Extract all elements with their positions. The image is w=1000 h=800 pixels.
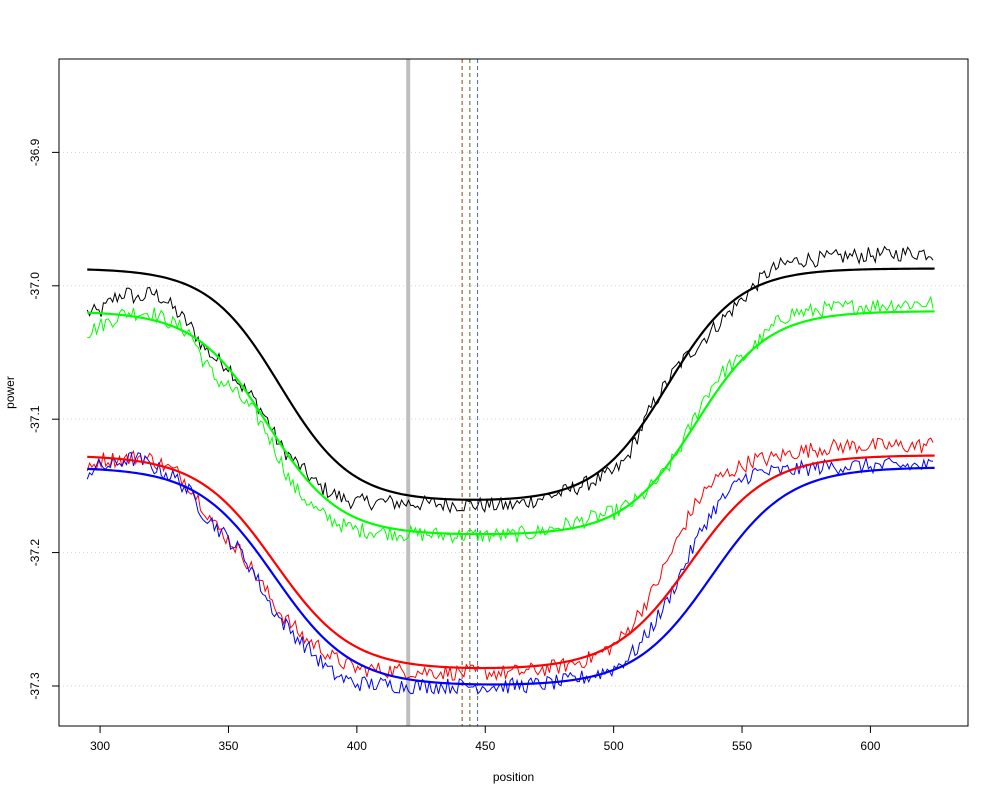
y-tick-label: -37.2 — [28, 539, 42, 567]
y-axis: -37.3 -37.2 -37.1 -37.0 -36.9 — [28, 138, 60, 700]
x-tick-label: 500 — [604, 739, 624, 753]
x-tick-label: 300 — [90, 739, 110, 753]
y-axis-title: power — [3, 376, 17, 409]
series-noisy-line — [86, 437, 934, 682]
y-tick-label: -37.1 — [28, 405, 42, 433]
series-noisy-line — [86, 245, 934, 514]
y-tick-label: -37.3 — [28, 672, 42, 700]
y-tick-label: -36.9 — [28, 138, 42, 166]
series-fit-curve — [87, 466, 935, 686]
noisy-series-group — [86, 245, 934, 695]
series-noisy-line — [86, 451, 934, 695]
x-tick-label: 450 — [475, 739, 495, 753]
series-noisy-line — [87, 295, 934, 545]
series-fit-curve — [87, 267, 935, 501]
x-tick-label: 550 — [732, 739, 752, 753]
x-tick-label: 600 — [860, 739, 880, 753]
series-fit-curve — [87, 310, 935, 536]
x-axis-title: position — [493, 770, 534, 784]
x-tick-label: 400 — [347, 739, 367, 753]
series-fit-curve — [87, 454, 935, 670]
vertical-markers — [406, 59, 479, 726]
x-axis: 300 350 400 450 500 550 600 — [90, 725, 881, 753]
y-tick-label: -37.0 — [28, 272, 42, 300]
x-tick-label: 350 — [218, 739, 238, 753]
fit-series-group — [87, 267, 935, 686]
